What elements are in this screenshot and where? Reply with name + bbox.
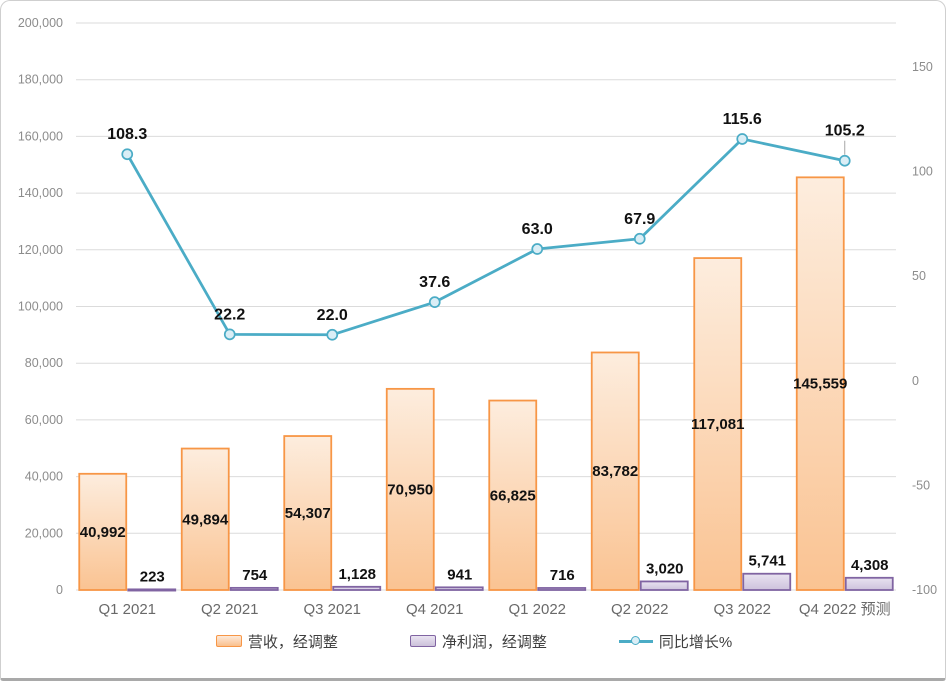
yoy-growth-marker	[326, 328, 339, 341]
net-profit-bar-label: 941	[447, 566, 472, 583]
revenue-bar-label: 145,559	[793, 376, 847, 393]
yoy-growth-marker	[838, 154, 851, 167]
legend-label-yoy-growth: 同比增长%	[658, 633, 733, 651]
legend-item-yoy-growth: 同比增长%	[618, 631, 733, 652]
revenue-bar	[795, 176, 845, 591]
chart-legend: 营收，经调整 净利润，经调整 同比增长%	[1, 627, 945, 655]
x-axis-label: Q1 2022	[508, 601, 566, 618]
legend-label-net-profit: 净利润，经调整	[441, 633, 547, 651]
legend-label-revenue: 营收，经调整	[247, 633, 338, 651]
yoy-growth-label: 105.2	[825, 123, 865, 140]
revenue-bar	[590, 351, 640, 591]
revenue-bar-label: 83,782	[592, 463, 638, 480]
yoy-growth-label: 22.2	[214, 306, 245, 323]
legend-item-net-profit: 净利润，经调整	[409, 631, 547, 652]
right-axis-tick-label: 0	[912, 374, 919, 388]
left-axis-tick-label: 100,000	[18, 300, 63, 314]
yoy-growth-line	[126, 137, 846, 337]
revenue-bar	[180, 447, 230, 591]
net-profit-bar-label: 1,128	[338, 566, 376, 583]
yoy-growth-label: 67.9	[624, 211, 655, 228]
revenue-bar-label: 70,950	[387, 481, 433, 498]
yoy-growth-label: 22.0	[317, 307, 348, 324]
yoy-growth-marker	[223, 328, 236, 341]
legend-item-revenue: 营收，经调整	[215, 631, 338, 652]
net-profit-bar-label: 4,308	[851, 557, 889, 574]
net-profit-bar-label: 5,741	[748, 553, 786, 570]
x-axis-label: Q2 2021	[201, 601, 259, 618]
net-profit-bar	[844, 576, 894, 591]
left-axis-tick-label: 160,000	[18, 129, 63, 143]
net-profit-bar	[332, 585, 382, 591]
net-profit-bar	[639, 580, 689, 591]
x-axis-label: Q3 2021	[303, 601, 361, 618]
revenue-bar	[283, 435, 333, 591]
yoy-growth-label: 37.6	[419, 274, 450, 291]
revenue-bar	[78, 472, 128, 591]
yoy-growth-label: 63.0	[522, 221, 553, 238]
net-profit-bar	[537, 587, 587, 591]
right-axis-tick-label: 100	[912, 165, 933, 179]
x-axis-label: Q1 2021	[98, 601, 156, 618]
right-axis-tick-label: 50	[912, 269, 926, 283]
revenue-bar-label: 54,307	[285, 505, 331, 522]
x-axis-label: Q4 2022 预测	[799, 601, 891, 618]
left-axis-tick-label: 80,000	[25, 356, 63, 370]
left-axis-tick-label: 20,000	[25, 526, 63, 540]
x-axis-label: Q4 2021	[406, 601, 464, 618]
yoy-line-swatch-icon	[618, 635, 653, 647]
right-axis-tick-label: -50	[912, 478, 930, 492]
net-profit-bar	[229, 586, 279, 591]
revenue-bar-label: 49,894	[182, 511, 229, 528]
x-axis-label: Q3 2022	[713, 601, 771, 618]
right-axis-tick-label: -100	[912, 583, 937, 597]
revenue-swatch-icon	[215, 635, 242, 647]
yoy-growth-label: 108.3	[107, 126, 147, 143]
revenue-bar-label: 66,825	[490, 487, 536, 504]
net-profit-bar	[127, 588, 177, 592]
revenue-bar-label: 117,081	[691, 416, 744, 433]
net-profit-bar	[742, 572, 792, 591]
revenue-bar-label: 40,992	[80, 524, 126, 541]
left-axis-tick-label: 120,000	[18, 243, 63, 257]
left-axis-tick-label: 200,000	[18, 16, 63, 30]
yoy-growth-marker	[428, 296, 441, 308]
x-axis-label: Q2 2022	[611, 601, 669, 618]
net-profit-bar-label: 716	[550, 567, 575, 584]
left-axis-tick-label: 0	[56, 583, 63, 597]
revenue-bar	[488, 399, 538, 591]
yoy-growth-marker	[736, 133, 749, 145]
revenue-bar	[385, 387, 435, 591]
net-profit-bar-label: 223	[140, 568, 165, 585]
yoy-growth-marker	[121, 148, 134, 161]
yoy-growth-marker	[633, 232, 646, 245]
net-profit-bar-label: 754	[242, 567, 268, 584]
net-profit-swatch-icon	[409, 635, 436, 647]
left-axis-tick-label: 140,000	[18, 186, 63, 200]
net-profit-bar-label: 3,020	[646, 560, 684, 577]
left-axis-tick-label: 40,000	[25, 470, 63, 484]
left-axis-tick-label: 180,000	[18, 73, 63, 87]
combo-chart: 0 20,000 40,000 60,000 80,000 100,000 120,000 1…	[18, 16, 937, 618]
yoy-growth-label: 115.6	[723, 111, 762, 128]
revenue-bar	[693, 257, 743, 591]
net-profit-bar	[434, 586, 484, 591]
right-axis-tick-label: 150	[912, 60, 933, 74]
left-axis-tick-label: 60,000	[25, 413, 63, 427]
yoy-growth-marker	[531, 243, 544, 255]
